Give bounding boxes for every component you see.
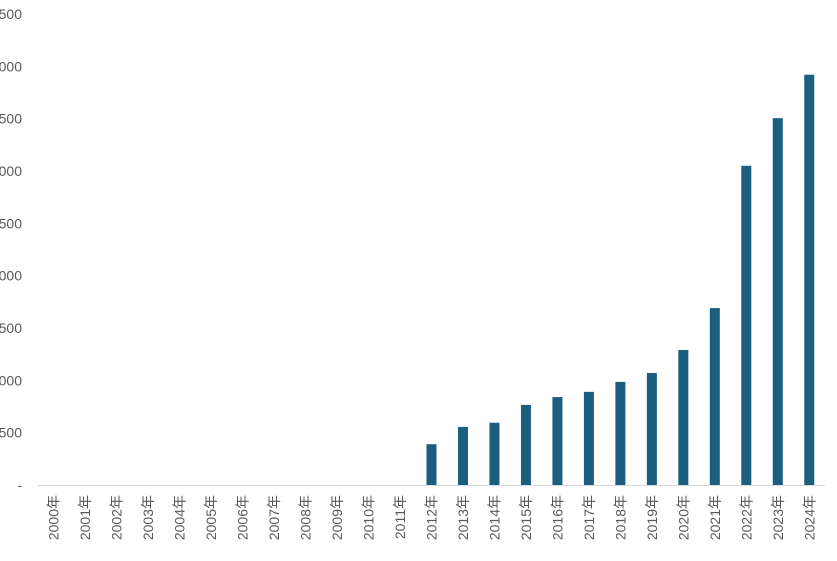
x-tick-label: 2019年 — [644, 495, 660, 540]
x-tick-label: 2006年 — [235, 495, 251, 540]
bar — [646, 373, 657, 485]
bar — [552, 397, 563, 485]
y-tick-label: 3000 — [0, 163, 22, 179]
x-tick-label: 2017年 — [581, 495, 597, 540]
y-tick-label: - — [17, 477, 22, 493]
bar — [489, 422, 500, 485]
x-tick-label: 2004年 — [172, 495, 188, 540]
bar — [804, 74, 815, 485]
y-tick-label: 4500 — [0, 6, 22, 22]
x-tick-label: 2013年 — [455, 495, 471, 540]
x-tick-label: 2000年 — [46, 495, 62, 540]
x-tick-label: 2021年 — [707, 495, 723, 540]
x-tick-label: 2016年 — [549, 495, 565, 540]
x-tick-label: 2014年 — [486, 495, 502, 540]
x-tick-label: 2003年 — [140, 495, 156, 540]
bar — [741, 165, 752, 485]
x-tick-label: 2009年 — [329, 495, 345, 540]
x-tick-label: 2001年 — [77, 495, 93, 540]
x-tick-label: 2022年 — [738, 495, 754, 540]
x-tick-label: 2015年 — [518, 495, 534, 540]
y-tick-label: 2000 — [0, 268, 22, 284]
x-tick-label: 2007年 — [266, 495, 282, 540]
x-tick-label: 2023年 — [770, 495, 786, 540]
y-axis: - 500 1000 1500 2000 2500 3000 3500 4000 4500 — [0, 6, 22, 493]
x-tick-label: 2024年 — [801, 495, 817, 540]
x-tick-label: 2002年 — [109, 495, 125, 540]
bar — [709, 308, 720, 485]
bar — [426, 444, 437, 485]
bar — [678, 349, 689, 485]
bar — [583, 391, 594, 485]
x-tick-label: 2005年 — [203, 495, 219, 540]
bars — [426, 74, 815, 485]
y-tick-label: 1500 — [0, 320, 22, 336]
x-tick-label: 2008年 — [298, 495, 314, 540]
y-tick-label: 3500 — [0, 111, 22, 127]
x-tick-label: 2012年 — [424, 495, 440, 540]
x-tick-label: 2010年 — [361, 495, 377, 540]
bar — [772, 118, 783, 485]
bar — [615, 381, 626, 485]
x-tick-label: 2018年 — [612, 495, 628, 540]
y-tick-label: 1000 — [0, 372, 22, 388]
y-tick-label: 4000 — [0, 58, 22, 74]
bar — [457, 426, 468, 485]
x-tick-label: 2011年 — [392, 495, 408, 539]
x-axis: 2000年 2001年 2002年 2003年 2004年 2005年 2006年 2007年… — [46, 495, 818, 540]
x-tick-label: 2020年 — [675, 495, 691, 540]
y-tick-label: 500 — [0, 425, 22, 441]
y-tick-label: 2500 — [0, 215, 22, 231]
bar — [520, 404, 531, 485]
